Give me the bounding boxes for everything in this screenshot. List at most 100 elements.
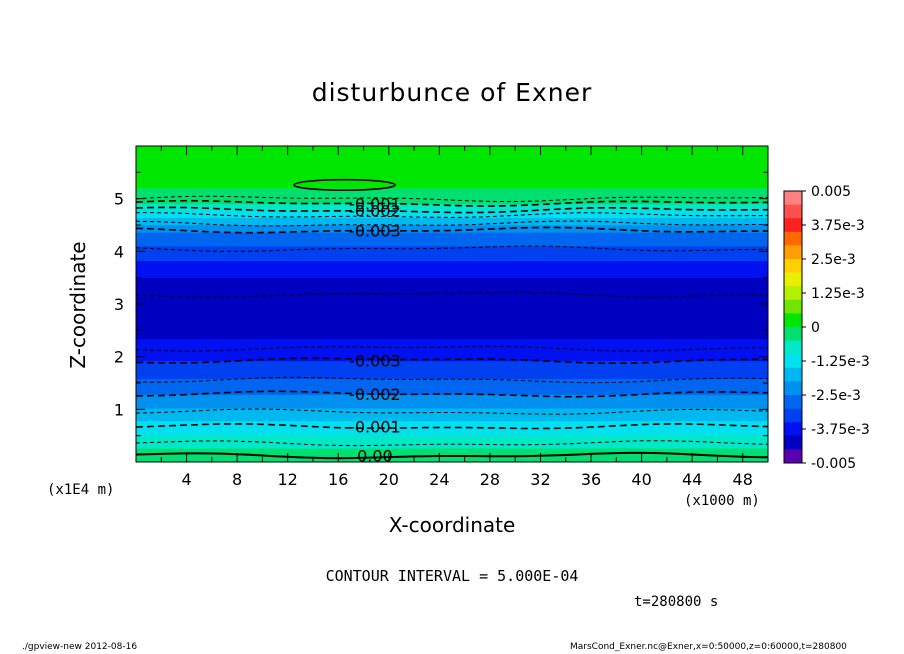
color-band (136, 330, 768, 332)
color-band (136, 269, 768, 272)
color-band (136, 410, 768, 412)
color-band (136, 350, 768, 352)
color-band (136, 202, 768, 205)
colorbar-label: 3.75e-3 (811, 218, 865, 234)
color-band (136, 183, 768, 186)
color-band (136, 150, 768, 153)
color-band (136, 414, 768, 416)
color-band (136, 293, 768, 295)
time-label: t=280800 s (634, 594, 719, 610)
color-band (136, 415, 768, 418)
color-band (136, 429, 768, 431)
color-band (136, 379, 768, 382)
color-band (136, 266, 768, 269)
color-band (136, 386, 768, 389)
color-band (136, 433, 768, 435)
colorbar-label: -1.25e-3 (811, 354, 870, 370)
contour-interval-note: CONTOUR INTERVAL = 5.000E-04 (325, 567, 579, 585)
x-tick-label: 44 (682, 470, 702, 489)
color-band (136, 187, 768, 190)
color-band (136, 450, 768, 452)
color-band (136, 194, 768, 196)
contour-line (136, 226, 768, 234)
color-band (136, 197, 768, 199)
positive-contour (293, 178, 396, 192)
color-band (136, 147, 768, 150)
color-band (136, 298, 768, 301)
color-band (136, 363, 768, 366)
color-band (136, 346, 768, 349)
color-band (136, 320, 768, 323)
color-band (136, 337, 768, 340)
color-band (136, 243, 768, 246)
color-band (136, 279, 768, 282)
color-band (136, 294, 768, 296)
x-tick-label: 8 (232, 470, 242, 489)
color-band (136, 417, 768, 420)
x-tick-label: 20 (379, 470, 399, 489)
color-band (136, 307, 768, 310)
color-band (136, 280, 768, 283)
color-band (136, 259, 768, 262)
color-band (136, 277, 768, 280)
color-band (136, 376, 768, 379)
color-band (136, 212, 768, 214)
color-band (136, 440, 768, 443)
color-band (136, 167, 768, 170)
colorbar-swatch (784, 381, 802, 396)
color-band (136, 190, 768, 193)
color-band (136, 442, 768, 445)
color-band (136, 449, 768, 451)
colorbar-swatch (784, 231, 802, 246)
color-band (136, 347, 768, 350)
contour-line (136, 390, 768, 398)
color-band (136, 268, 768, 271)
contour-label: 0.00 (357, 447, 393, 466)
color-band (136, 308, 768, 311)
colorbar-label: -0.005 (811, 456, 856, 472)
color-band (136, 211, 768, 213)
color-band (136, 423, 768, 426)
color-band (136, 146, 768, 149)
color-band (136, 219, 768, 222)
color-band (136, 179, 768, 182)
color-band (136, 419, 768, 422)
color-band (136, 338, 768, 341)
color-band (136, 242, 768, 245)
color-band (136, 206, 768, 209)
color-band (136, 360, 768, 363)
color-band (136, 158, 768, 160)
color-band (136, 175, 768, 177)
contour-line (136, 212, 768, 218)
contour-line (136, 357, 768, 364)
color-band (136, 456, 768, 459)
x-tick-label: 16 (328, 470, 348, 489)
color-band (136, 149, 768, 152)
color-band (136, 399, 768, 402)
color-band (136, 300, 768, 303)
color-band (136, 459, 768, 462)
colorbar-swatch (784, 340, 802, 355)
color-band (136, 282, 768, 285)
color-band (136, 302, 768, 305)
color-band (136, 196, 768, 198)
y-axis-unit: (x1E4 m) (47, 482, 115, 498)
color-band (136, 427, 768, 430)
color-band (136, 260, 768, 263)
color-band (136, 418, 768, 421)
color-band (136, 343, 768, 346)
color-band (136, 251, 768, 253)
color-band (136, 192, 768, 194)
color-band (136, 313, 768, 315)
color-band (136, 411, 768, 413)
color-band (136, 431, 768, 433)
color-band (136, 400, 768, 403)
color-band (136, 161, 768, 164)
color-band (136, 416, 768, 419)
color-band (136, 182, 768, 185)
color-band (136, 209, 768, 212)
color-band (136, 160, 768, 163)
y-tick-label: 4 (114, 242, 124, 261)
color-band (136, 441, 768, 444)
color-band (136, 256, 768, 258)
